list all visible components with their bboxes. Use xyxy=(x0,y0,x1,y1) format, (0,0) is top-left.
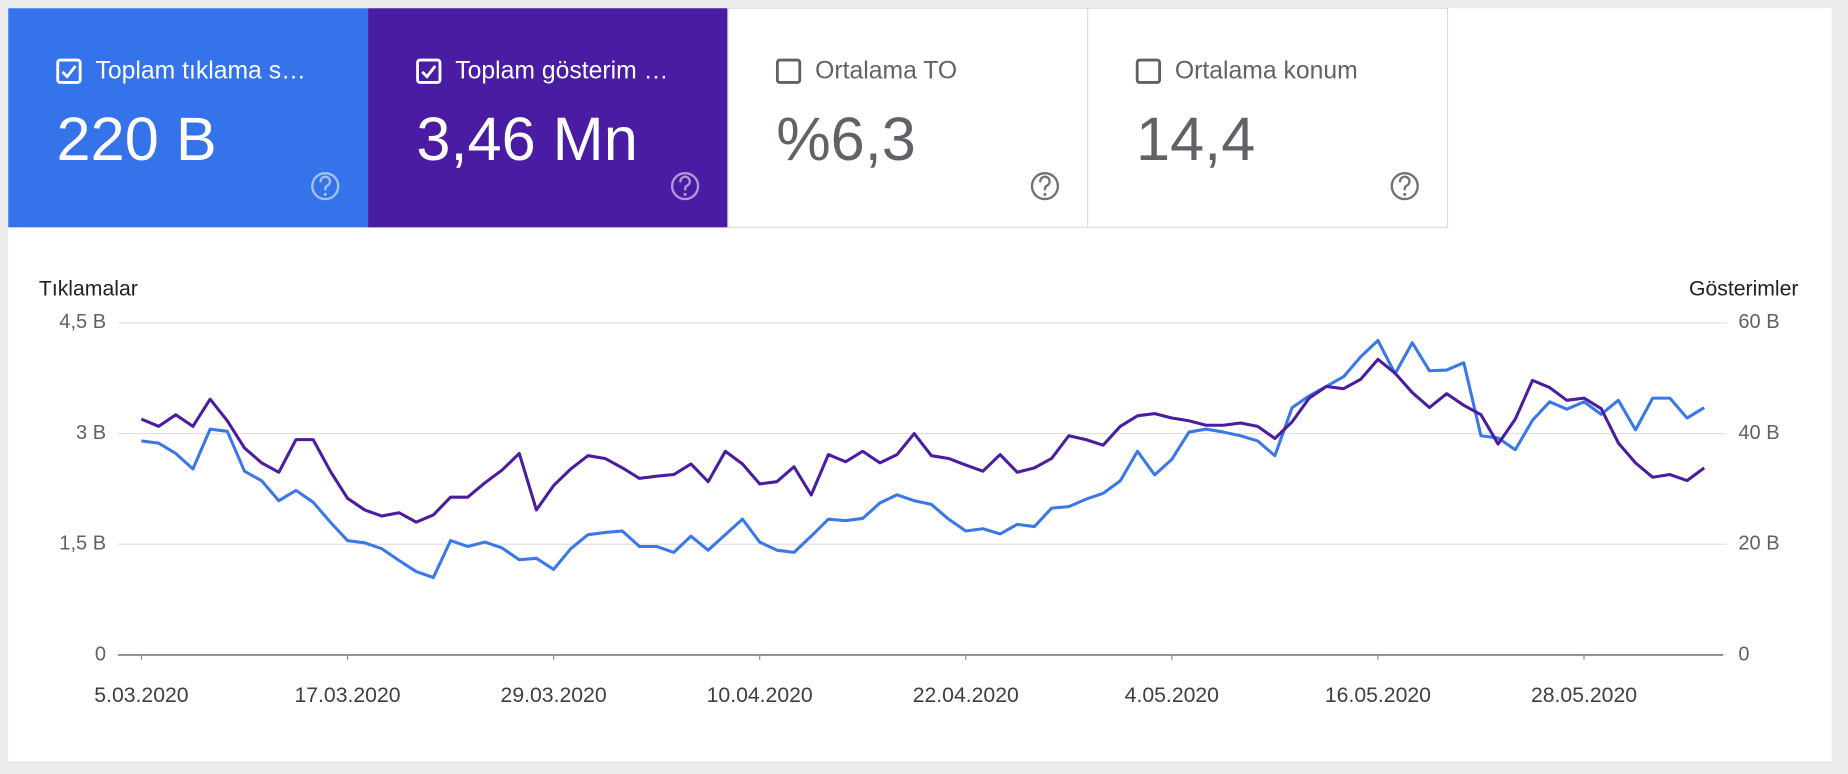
checkmark xyxy=(421,65,437,79)
x-tick-label: 16.05.2020 xyxy=(1325,684,1431,707)
card-background xyxy=(8,8,369,228)
series-line xyxy=(140,357,1706,524)
metric-card[interactable]: Ortalama TO %6,3 xyxy=(727,7,1089,228)
y2-tick-label: 60 B xyxy=(1738,311,1779,333)
help-icon[interactable] xyxy=(1390,172,1419,201)
y-axis-title: Tıklamalar xyxy=(39,277,138,300)
card-label: Ortalama konum xyxy=(1175,57,1358,84)
chart: Tıklamalar Gösterimler 0 1,5 B 3 B 4,5 B 0 20… xyxy=(39,277,1799,706)
card-background xyxy=(368,8,728,228)
card-value: 3,46 Mn xyxy=(416,105,637,173)
x-tick-label: 17.03.2020 xyxy=(294,684,400,707)
metric-card[interactable]: Toplam gösterim … 3,46 Mn xyxy=(368,8,728,228)
help-icon-mark xyxy=(1039,175,1051,191)
help-icon-circle xyxy=(1030,172,1060,201)
metric-card[interactable]: Ortalama konum 14,4 xyxy=(1087,7,1449,228)
y-tick-label: 4,5 B xyxy=(59,311,106,333)
x-tick-label: 5.03.2020 xyxy=(94,684,188,707)
checkmark xyxy=(61,65,77,79)
help-icon[interactable] xyxy=(670,172,700,201)
help-icon[interactable] xyxy=(311,172,340,201)
help-icon-dot xyxy=(323,192,327,196)
help-icon-circle xyxy=(1390,172,1419,201)
x-tick-label: 10.04.2020 xyxy=(707,684,813,707)
help-icon-circle xyxy=(670,172,700,201)
help-icon-dot xyxy=(1403,192,1407,196)
card-value: 14,4 xyxy=(1136,105,1255,173)
checkbox[interactable] xyxy=(416,58,442,84)
card-label: Ortalama TO xyxy=(815,57,957,84)
help-icon-circle xyxy=(311,172,340,201)
card-label: Toplam tıklama s… xyxy=(95,57,305,84)
series-line xyxy=(141,338,1706,580)
y-tick-label: 3 B xyxy=(76,422,106,444)
checkbox[interactable] xyxy=(1135,58,1162,84)
checkbox[interactable] xyxy=(775,58,802,84)
y2-axis-title: Gösterimler xyxy=(1689,277,1799,300)
card-background xyxy=(727,7,1089,228)
x-tick-label: 4.05.2020 xyxy=(1125,684,1219,707)
help-icon-mark xyxy=(679,175,691,191)
card-value: %6,3 xyxy=(776,105,916,173)
x-tick-label: 29.03.2020 xyxy=(501,684,607,707)
y-tick-label: 0 xyxy=(95,643,106,665)
y-tick-label: 1,5 B xyxy=(59,533,106,555)
card-background xyxy=(1087,7,1449,228)
help-icon[interactable] xyxy=(1030,172,1060,201)
help-icon-mark xyxy=(319,175,332,191)
x-tick-label: 22.04.2020 xyxy=(913,684,1019,707)
x-tick-label: 28.05.2020 xyxy=(1531,684,1637,707)
metric-card[interactable]: Toplam tıklama s… 220 B xyxy=(8,8,369,228)
y2-tick-label: 20 B xyxy=(1738,533,1779,555)
help-icon-mark xyxy=(1398,175,1411,191)
checkbox[interactable] xyxy=(56,58,82,84)
card-value: 220 B xyxy=(57,105,217,173)
y2-tick-label: 40 B xyxy=(1738,422,1779,444)
y2-tick-label: 0 xyxy=(1738,643,1749,665)
help-icon-dot xyxy=(683,192,687,196)
metric-cards: Toplam tıklama s… 220 B Toplam gösterim … 3… xyxy=(8,7,1449,228)
help-icon-dot xyxy=(1043,192,1047,196)
card-label: Toplam gösterim … xyxy=(455,57,668,84)
